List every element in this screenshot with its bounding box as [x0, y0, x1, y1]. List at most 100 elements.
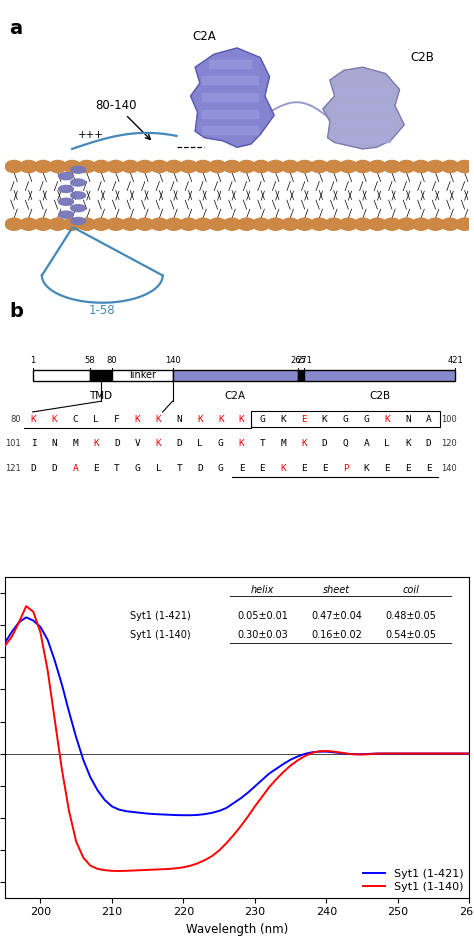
Text: K: K	[93, 439, 99, 448]
Text: K: K	[364, 464, 369, 473]
Text: linker: linker	[129, 370, 156, 380]
Text: K: K	[405, 439, 411, 448]
Circle shape	[296, 161, 314, 173]
Circle shape	[121, 161, 139, 173]
Syt1 (1-140)	[223, 838, 229, 849]
Text: D: D	[31, 464, 36, 473]
Text: C: C	[73, 414, 78, 424]
Text: E: E	[322, 464, 328, 473]
Ellipse shape	[59, 199, 73, 205]
Text: K: K	[155, 414, 161, 424]
Circle shape	[441, 218, 459, 230]
Text: 265: 265	[291, 356, 306, 365]
Ellipse shape	[71, 204, 86, 212]
Text: 120: 120	[441, 439, 457, 448]
Circle shape	[5, 218, 23, 230]
Syt1 (1-140)	[2, 640, 8, 652]
Syt1 (1-140)	[130, 864, 136, 876]
Text: G: G	[135, 464, 140, 473]
Syt1 (1-421)	[152, 808, 158, 820]
Text: K: K	[301, 439, 307, 448]
Text: D: D	[114, 439, 120, 448]
Text: T: T	[176, 464, 182, 473]
Ellipse shape	[71, 179, 86, 186]
Syt1 (1-140)	[216, 845, 222, 856]
Text: L: L	[197, 439, 203, 448]
Text: M: M	[280, 439, 286, 448]
Circle shape	[398, 161, 415, 173]
Text: 80: 80	[107, 356, 118, 365]
Text: 1-58: 1-58	[89, 304, 116, 317]
Circle shape	[121, 218, 139, 230]
Circle shape	[92, 161, 110, 173]
Text: M: M	[73, 439, 78, 448]
Text: K: K	[239, 439, 245, 448]
Circle shape	[310, 218, 328, 230]
Text: E: E	[301, 464, 307, 473]
Text: D: D	[52, 464, 57, 473]
Text: 0.48±0.05: 0.48±0.05	[386, 611, 437, 621]
Ellipse shape	[59, 173, 73, 180]
Circle shape	[325, 218, 343, 230]
Circle shape	[310, 161, 328, 173]
Circle shape	[92, 218, 110, 230]
Text: P: P	[343, 464, 348, 473]
Text: K: K	[155, 439, 161, 448]
Circle shape	[369, 218, 386, 230]
Text: E: E	[93, 464, 99, 473]
Text: C2A: C2A	[192, 30, 216, 43]
Circle shape	[136, 218, 154, 230]
Syt1 (1-421)	[181, 809, 186, 821]
Ellipse shape	[59, 211, 73, 218]
Text: I: I	[31, 439, 36, 448]
Text: 140: 140	[441, 464, 457, 473]
Text: 0.05±0.01: 0.05±0.01	[237, 611, 288, 621]
Text: T: T	[114, 464, 120, 473]
Circle shape	[136, 161, 154, 173]
Circle shape	[354, 161, 372, 173]
Circle shape	[456, 218, 474, 230]
Circle shape	[412, 218, 430, 230]
Text: b: b	[9, 302, 23, 321]
Circle shape	[78, 218, 96, 230]
Text: TMD: TMD	[90, 390, 113, 401]
Text: sheet: sheet	[323, 585, 350, 596]
Ellipse shape	[71, 218, 86, 224]
X-axis label: Wavelength (nm): Wavelength (nm)	[186, 923, 288, 936]
Syt1 (1-421)	[216, 806, 222, 817]
Text: G: G	[218, 464, 224, 473]
Text: G: G	[259, 414, 265, 424]
Syt1 (1-421)	[123, 806, 129, 817]
Circle shape	[339, 161, 357, 173]
Text: a: a	[9, 19, 22, 38]
Text: A: A	[73, 464, 78, 473]
Ellipse shape	[59, 185, 73, 193]
Circle shape	[165, 161, 183, 173]
Bar	[251, 410, 440, 428]
Circle shape	[427, 218, 444, 230]
Circle shape	[49, 161, 66, 173]
Text: 80: 80	[10, 414, 21, 424]
Text: coil: coil	[403, 585, 419, 596]
Text: 271: 271	[296, 356, 312, 365]
Text: K: K	[384, 414, 390, 424]
Bar	[298, 370, 304, 381]
Circle shape	[412, 161, 430, 173]
Syt1 (1-140)	[466, 748, 472, 759]
Syt1 (1-421)	[381, 748, 386, 759]
Text: C2A: C2A	[224, 390, 246, 401]
Text: 0.47±0.04: 0.47±0.04	[311, 611, 362, 621]
Text: E: E	[405, 464, 411, 473]
Text: Syt1 (1-421): Syt1 (1-421)	[130, 611, 191, 621]
Circle shape	[194, 218, 212, 230]
Text: L: L	[155, 464, 161, 473]
Text: G: G	[364, 414, 369, 424]
Text: D: D	[197, 464, 203, 473]
Bar	[90, 370, 112, 381]
Circle shape	[64, 161, 81, 173]
Circle shape	[296, 218, 314, 230]
Text: +++: +++	[78, 130, 104, 140]
Bar	[304, 370, 456, 381]
Circle shape	[20, 161, 37, 173]
Circle shape	[383, 161, 401, 173]
